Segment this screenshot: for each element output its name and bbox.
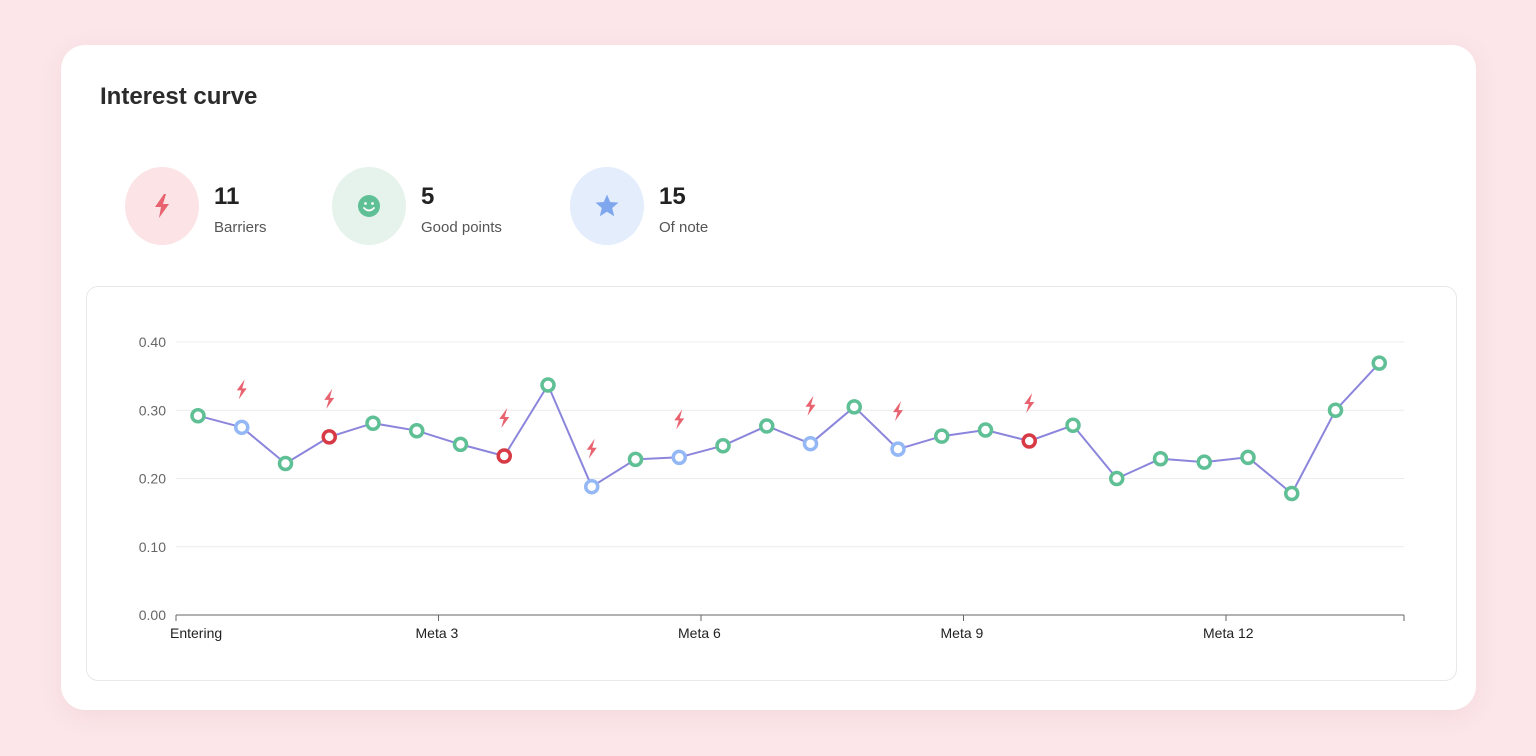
data-point-note bbox=[802, 435, 819, 452]
stat-of-note-value: 15 bbox=[659, 183, 686, 210]
barrier-lightning-icon bbox=[893, 401, 903, 422]
data-point-barrier bbox=[496, 448, 512, 464]
data-point-good bbox=[190, 407, 206, 424]
interest-line-chart: 0.00 0.10 0.20 0.30 0.40 Entering Meta 3 Meta 6… bbox=[139, 334, 1405, 641]
series-line bbox=[197, 362, 1381, 495]
data-point-good bbox=[627, 451, 644, 468]
data-point-barrier bbox=[1021, 433, 1037, 449]
star-icon bbox=[595, 194, 619, 217]
barrier-lightning-icon bbox=[674, 409, 685, 430]
lightning-icon bbox=[155, 194, 169, 218]
stat-barriers-value: 11 bbox=[214, 183, 240, 210]
stat-of-note-badge bbox=[570, 167, 644, 245]
x-tick-label: Meta 3 bbox=[416, 625, 459, 641]
data-point-good bbox=[1065, 417, 1081, 434]
data-point-good bbox=[452, 436, 469, 453]
data-point-good bbox=[1327, 402, 1344, 418]
data-point-good bbox=[277, 455, 294, 472]
barrier-lightning-icon bbox=[499, 407, 510, 428]
data-point-good bbox=[977, 422, 994, 438]
data-point-good bbox=[1240, 449, 1256, 466]
interest-curve-card: Interest curve 11 Barriers 5 Good points bbox=[61, 45, 1476, 710]
data-point-good bbox=[715, 437, 731, 454]
y-tick-label: 0.00 bbox=[139, 607, 166, 623]
stat-barriers-label: Barriers bbox=[214, 219, 267, 236]
data-point-good bbox=[1196, 454, 1212, 470]
barrier-lightning-icon bbox=[1024, 392, 1035, 413]
stat-good-points-value: 5 bbox=[421, 183, 435, 210]
data-point-good bbox=[540, 377, 556, 393]
stat-of-note-label: Of note bbox=[659, 219, 709, 236]
data-point-note bbox=[234, 419, 250, 436]
data-point-good bbox=[759, 418, 775, 434]
data-point-note bbox=[671, 449, 687, 466]
chart-container: 0.00 0.10 0.20 0.30 0.40 Entering Meta 3 Meta 6… bbox=[86, 286, 1457, 681]
data-point-barrier bbox=[321, 429, 337, 445]
stat-barriers-badge bbox=[125, 167, 199, 245]
y-tick-label: 0.10 bbox=[139, 539, 166, 555]
data-point-good bbox=[846, 399, 862, 415]
stat-good-points-badge bbox=[332, 167, 406, 245]
data-point-note bbox=[584, 478, 600, 495]
barrier-lightning-icon bbox=[586, 438, 597, 459]
data-point-good bbox=[1284, 485, 1300, 502]
barrier-lightning-icon bbox=[324, 388, 335, 409]
y-tick-label: 0.40 bbox=[139, 334, 166, 350]
data-point-good bbox=[1109, 470, 1125, 487]
y-tick-label: 0.20 bbox=[139, 471, 166, 487]
data-point-good bbox=[409, 422, 425, 439]
data-point-good bbox=[365, 415, 381, 431]
stat-good-points-label: Good points bbox=[421, 219, 502, 236]
barrier-lightning-icon bbox=[805, 395, 816, 416]
x-tick-label: Entering bbox=[170, 625, 222, 641]
x-tick-label: Meta 6 bbox=[678, 625, 721, 641]
data-point-good bbox=[1371, 355, 1387, 371]
x-tick-label: Meta 12 bbox=[1203, 625, 1254, 641]
page-title: Interest curve bbox=[100, 83, 258, 110]
y-tick-label: 0.30 bbox=[139, 402, 166, 418]
data-point-good bbox=[934, 428, 950, 444]
smiley-icon bbox=[358, 195, 380, 217]
barrier-lightning-icon bbox=[236, 379, 247, 400]
data-point-note bbox=[890, 441, 906, 457]
x-tick-label: Meta 9 bbox=[941, 625, 984, 641]
data-point-good bbox=[1152, 450, 1169, 467]
